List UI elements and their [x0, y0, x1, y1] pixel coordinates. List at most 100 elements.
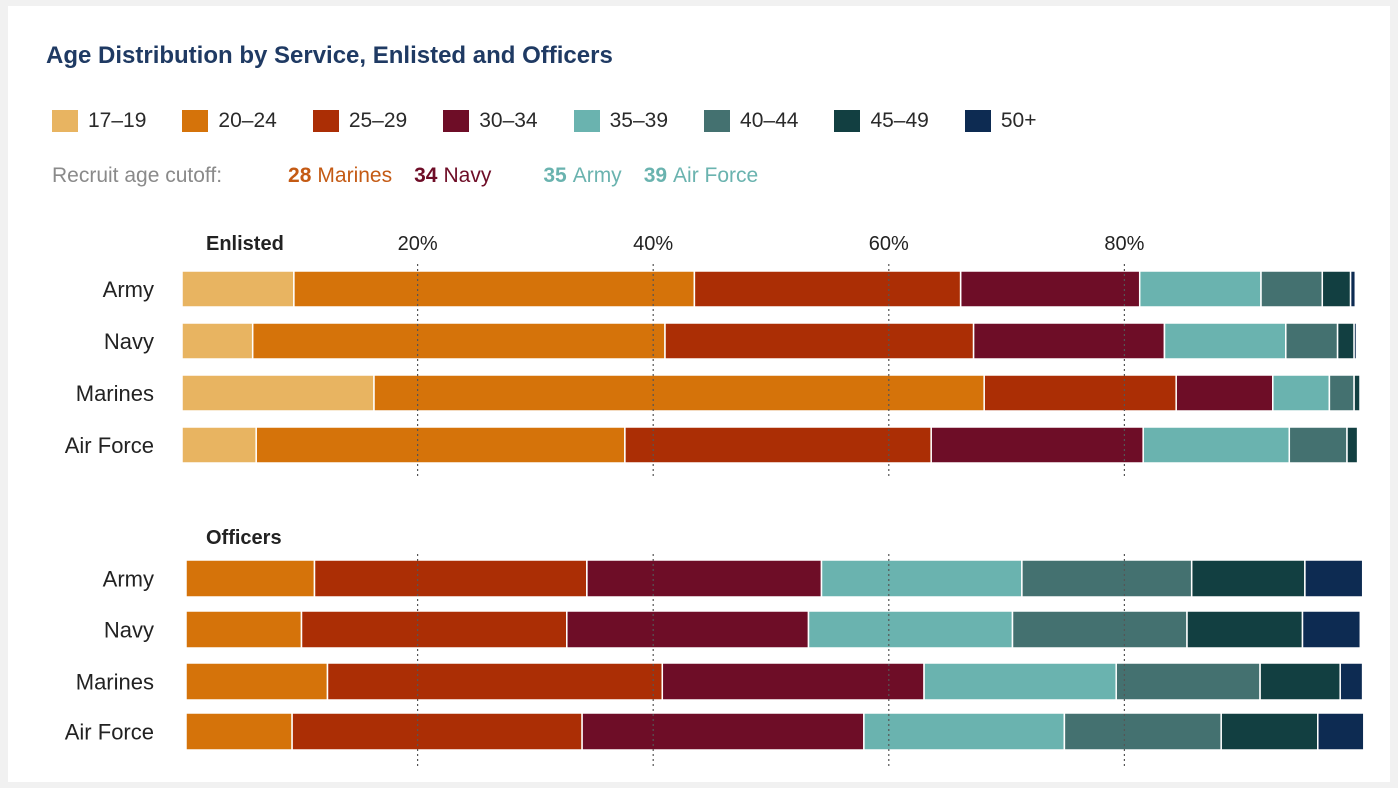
- cutoff-service: Navy: [443, 164, 492, 187]
- legend-item-40-44: 40–44: [704, 109, 798, 133]
- bar-segment: [181, 374, 375, 412]
- legend-swatch: [573, 110, 600, 132]
- bar-segment: [1328, 374, 1355, 412]
- bar-segment: [181, 426, 257, 464]
- x-tick-label: 20%: [398, 233, 438, 255]
- legend: 17–19 20–24 25–29 30–34 35–39 40–44 45–4…: [52, 108, 1072, 134]
- bar-segment: [693, 270, 962, 308]
- legend-swatch: [964, 110, 991, 132]
- legend-item-35-39: 35–39: [573, 109, 669, 133]
- bar-segment: [624, 426, 932, 464]
- panel-title: Officers: [206, 527, 282, 549]
- legend-item-17-19: 17–19: [52, 109, 146, 133]
- bar-segment: [1115, 662, 1261, 701]
- bar-segment: [255, 426, 626, 464]
- cutoff-army: 35 Army: [543, 164, 621, 188]
- legend-swatch: [52, 110, 78, 132]
- bar-segment: [1317, 712, 1365, 751]
- bar-segment: [566, 610, 810, 649]
- bar-segment: [293, 270, 696, 308]
- bar-segment: [300, 610, 568, 649]
- category-label: Marines: [76, 381, 154, 406]
- bar-segment: [185, 662, 329, 701]
- bar-segment: [664, 322, 975, 360]
- legend-label: 25–29: [348, 109, 408, 132]
- legend-item-20-24: 20–24: [182, 109, 277, 133]
- stacked-bar-chart: Enlisted Army Navy Marines Air Force Officers…: [65, 233, 1365, 766]
- bar-segment: [1336, 322, 1355, 360]
- legend-item-30-34: 30–34: [443, 109, 538, 133]
- bar-segment: [863, 712, 1066, 751]
- cutoff-service: Marines: [317, 164, 393, 187]
- cutoff-age: 28: [288, 164, 312, 187]
- category-label: Army: [103, 277, 154, 302]
- bar-segment: [1011, 610, 1188, 649]
- legend-label: 50+: [1000, 109, 1037, 132]
- bar-segment: [291, 712, 583, 751]
- bar-segment: [1142, 426, 1291, 464]
- cutoff-service: Air Force: [673, 164, 759, 187]
- cutoff-age: 39: [643, 164, 668, 187]
- legend-label: 20–24: [218, 109, 277, 132]
- bar-segment: [1288, 426, 1348, 464]
- bar-segment: [1346, 426, 1359, 464]
- bar-segment: [313, 559, 588, 598]
- bar-segment: [820, 559, 1023, 598]
- legend-label: 35–39: [609, 109, 669, 132]
- recruit-age-cutoff: Recruit age cutoff: 28 Marines 34 Navy 35 A…: [52, 162, 780, 190]
- x-tick-label: 60%: [869, 233, 909, 255]
- chart-card: Age Distribution by Service, Enlisted an…: [8, 6, 1390, 782]
- cutoff-air-force: 39 Air Force: [644, 164, 759, 188]
- legend-item-50-plus: 50+: [964, 109, 1037, 133]
- bar-segment: [581, 712, 865, 751]
- bar-segment: [1220, 712, 1319, 751]
- bar-segment: [251, 322, 666, 360]
- bar-segment: [923, 662, 1118, 701]
- bar-segment: [181, 270, 295, 308]
- cutoff-age: 34: [414, 164, 438, 187]
- bar-segment: [959, 270, 1141, 308]
- category-label: Navy: [104, 329, 154, 354]
- chart-title: Age Distribution by Service, Enlisted an…: [46, 42, 613, 69]
- bar-segment: [1259, 662, 1342, 701]
- bar-segment: [1285, 322, 1339, 360]
- bar-segment: [1260, 270, 1324, 308]
- bar-segment: [1339, 662, 1364, 701]
- bar-segment: [185, 559, 316, 598]
- category-label: Army: [103, 567, 154, 592]
- category-label: Air Force: [65, 433, 154, 458]
- bar-segment: [983, 374, 1177, 412]
- cutoff-navy: 34 Navy: [414, 164, 491, 188]
- bar-segment: [972, 322, 1166, 360]
- cutoff-label: Recruit age cutoff:: [52, 164, 223, 187]
- bar-segment: [1301, 610, 1362, 649]
- legend-swatch: [704, 110, 731, 132]
- bar-segment: [586, 559, 823, 598]
- legend-label: 30–34: [479, 109, 538, 132]
- bar-segment: [1190, 559, 1306, 598]
- cutoff-marines: 28 Marines: [288, 164, 392, 188]
- legend-label: 40–44: [740, 109, 799, 132]
- bar-segment: [1021, 559, 1193, 598]
- bar-segment: [181, 322, 254, 360]
- bar-segment: [1304, 559, 1364, 598]
- x-tick-label: 80%: [1104, 233, 1144, 255]
- bar-segment: [661, 662, 925, 701]
- cutoff-service: Army: [572, 164, 622, 187]
- bar-segment: [1353, 322, 1358, 360]
- bar-segment: [930, 426, 1144, 464]
- bar-segment: [1186, 610, 1304, 649]
- legend-swatch: [312, 110, 339, 132]
- bar-segment: [1321, 270, 1352, 308]
- panel-title: Enlisted: [206, 233, 284, 255]
- legend-swatch: [834, 110, 861, 132]
- legend-swatch: [182, 110, 209, 132]
- bar-segment: [185, 712, 293, 751]
- bar-segment: [1349, 270, 1357, 308]
- bar-segment: [807, 610, 1014, 649]
- bar-segment: [1063, 712, 1222, 751]
- bar-segment: [326, 662, 664, 701]
- legend-swatch: [443, 110, 470, 132]
- bar-segment: [1138, 270, 1262, 308]
- category-label: Air Force: [65, 720, 154, 745]
